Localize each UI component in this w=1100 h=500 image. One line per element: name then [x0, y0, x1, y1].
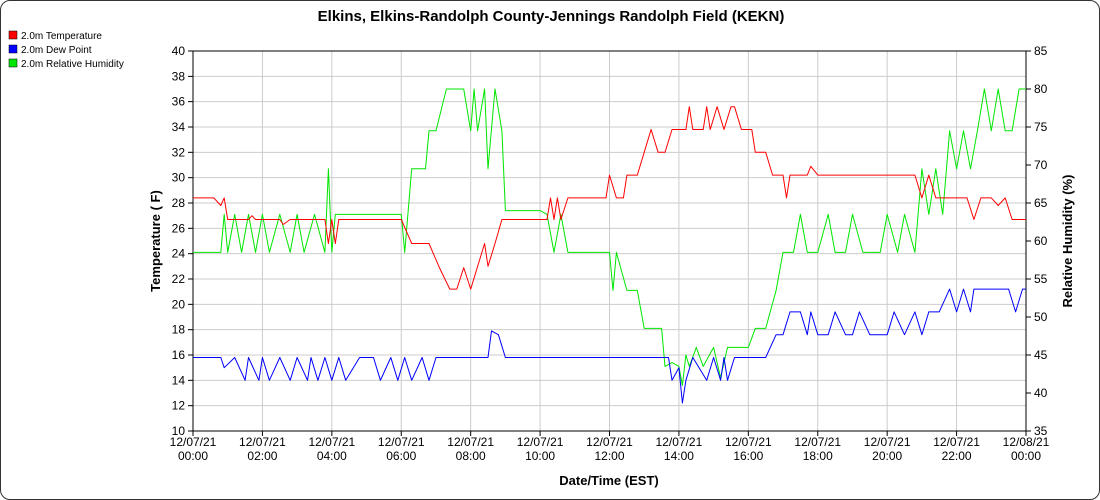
y-tick-label: 26 [172, 221, 186, 235]
y2-tick-label: 35 [1034, 424, 1048, 438]
y2-tick-label: 55 [1034, 272, 1048, 286]
legend-swatch-temperature [8, 30, 18, 40]
x-tick-time: 12:00 [594, 449, 624, 463]
x-tick-date: 12/07/21 [933, 435, 980, 449]
x-tick-time: 08:00 [456, 449, 486, 463]
x-tick-time: 20:00 [872, 449, 902, 463]
y-tick-label: 18 [172, 323, 186, 337]
x-tick-date: 12/08/21 [1003, 435, 1050, 449]
x-tick-date: 12/07/21 [308, 435, 355, 449]
humidity-line [193, 88, 1026, 386]
y-tick-label: 40 [172, 44, 186, 58]
y2-tick-label: 70 [1034, 158, 1048, 172]
x-tick-time: 02:00 [247, 449, 277, 463]
legend-label-dewpoint: 2.0m Dew Point [21, 45, 92, 56]
legend: 2.0m Temperature 2.0m Dew Point 2.0m Rel… [8, 30, 124, 70]
legend-label-temperature: 2.0m Temperature [21, 31, 102, 42]
x-tick-time: 16:00 [733, 449, 763, 463]
x-tick-date: 12/07/21 [656, 435, 703, 449]
chart-title: Elkins, Elkins-Randolph County-Jennings … [318, 8, 785, 25]
y2-tick-label: 50 [1034, 310, 1048, 324]
x-tick-date: 12/07/21 [725, 435, 772, 449]
x-axis-ticks: 12/07/2100:0012/07/2102:0012/07/2104:001… [170, 431, 1050, 463]
x-tick-date: 12/07/21 [170, 435, 217, 449]
x-axis-label: Date/Time (EST) [559, 473, 658, 488]
temperature-line [193, 106, 1026, 290]
y-tick-label: 28 [172, 196, 186, 210]
legend-swatch-humidity [8, 58, 18, 68]
y2-tick-label: 85 [1034, 44, 1048, 58]
x-tick-time: 06:00 [386, 449, 416, 463]
y2-tick-label: 80 [1034, 82, 1048, 96]
x-tick-time: 10:00 [525, 449, 555, 463]
y-tick-label: 12 [172, 399, 186, 413]
series-layer [193, 88, 1026, 404]
legend-label-humidity: 2.0m Relative Humidity [21, 59, 124, 70]
y2-tick-label: 75 [1034, 120, 1048, 134]
x-tick-time: 00:00 [1011, 449, 1041, 463]
dewpoint-line [193, 288, 1026, 404]
y2-axis-label: Relative Humidity (%) [1060, 175, 1075, 308]
x-tick-date: 12/07/21 [447, 435, 494, 449]
y-tick-label: 36 [172, 95, 186, 109]
y-tick-label: 30 [172, 171, 186, 185]
y-tick-label: 34 [172, 120, 186, 134]
legend-swatch-dewpoint [8, 44, 18, 54]
x-tick-date: 12/07/21 [794, 435, 841, 449]
y-tick-label: 24 [172, 247, 186, 261]
y-tick-label: 38 [172, 69, 186, 83]
grid [192, 50, 1027, 432]
y-tick-label: 10 [172, 424, 186, 438]
x-tick-time: 00:00 [178, 449, 208, 463]
x-tick-date: 12/07/21 [586, 435, 633, 449]
y-tick-label: 20 [172, 297, 186, 311]
x-tick-date: 12/07/21 [517, 435, 564, 449]
x-tick-time: 14:00 [664, 449, 694, 463]
y2-tick-label: 45 [1034, 348, 1048, 362]
x-tick-date: 12/07/21 [864, 435, 911, 449]
x-tick-date: 12/07/21 [239, 435, 286, 449]
y2-tick-label: 65 [1034, 196, 1048, 210]
y2-axis-ticks: 35 40 45 50 55 60 65 70 75 80 85 [1026, 44, 1048, 438]
y-tick-label: 32 [172, 145, 186, 159]
y-tick-label: 16 [172, 348, 186, 362]
y2-tick-label: 60 [1034, 234, 1048, 248]
x-tick-date: 12/07/21 [378, 435, 425, 449]
x-tick-time: 22:00 [942, 449, 972, 463]
y-axis-label: Temperature ( F) [148, 190, 163, 292]
y-tick-label: 22 [172, 272, 186, 286]
y-tick-label: 14 [172, 373, 186, 387]
y-axis-ticks: 10 12 14 16 18 20 22 24 26 28 30 32 34 36 38 40 [172, 44, 193, 438]
y2-tick-label: 40 [1034, 386, 1048, 400]
x-tick-time: 18:00 [803, 449, 833, 463]
x-tick-time: 04:00 [317, 449, 347, 463]
